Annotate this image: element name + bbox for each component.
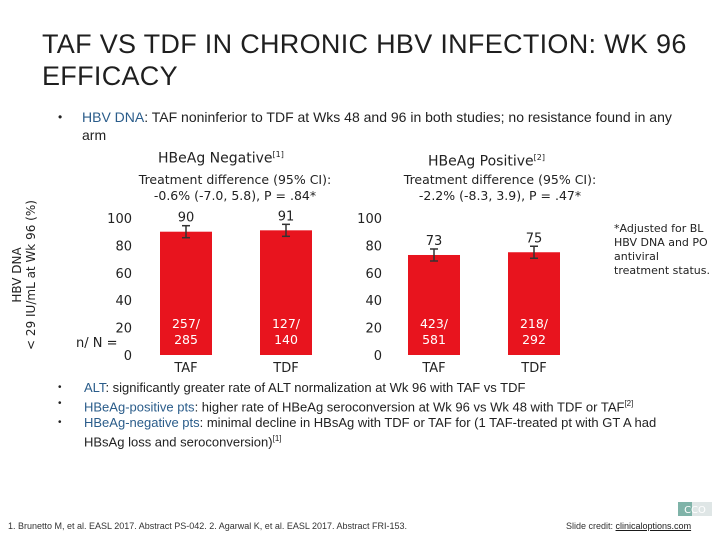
bullet-alt: • ALT: significantly greater rate of ALT… — [58, 380, 698, 396]
bullet-negative-label: HBeAg-negative pts — [84, 415, 200, 431]
y-tick-label: 100 — [107, 212, 132, 227]
references: 1. Brunetto M, et al. EASL 2017. Abstrac… — [8, 521, 408, 531]
category-label: TAF — [173, 361, 197, 376]
n-label: 292 — [522, 332, 546, 347]
y-tick-label: 60 — [365, 267, 382, 282]
data-label: 73 — [426, 234, 443, 249]
treatment-diff-positive-line2: -2.2% (-8.3, 3.9), P = .47* — [418, 188, 582, 203]
cco-logo-text: CCO — [684, 505, 706, 516]
treatment-diff-negative-line1: Treatment difference (95% CI): — [138, 172, 332, 187]
data-label: 90 — [178, 211, 195, 226]
y-tick-label: 60 — [115, 267, 132, 282]
y-tick-label: 20 — [365, 322, 382, 337]
bullet-marker: • — [58, 110, 63, 124]
slide-title: TAF VS TDF IN CHRONIC HBV INFECTION: WK … — [42, 29, 687, 91]
heading-positive-ref: [2] — [533, 153, 545, 162]
bullet-marker: • — [58, 417, 62, 429]
credit-prefix: Slide credit: — [566, 521, 616, 531]
credit-link[interactable]: clinicaloptions.com — [615, 521, 692, 531]
bullet-alt-label: ALT — [84, 380, 106, 395]
category-label: TAF — [421, 361, 445, 376]
y-tick-label: 0 — [374, 349, 382, 364]
slide-credit: Slide credit: clinicaloptions.com — [566, 521, 691, 531]
y-tick-label: 20 — [115, 322, 132, 337]
panel-heading-negative: HBeAg Negative[1] — [158, 150, 284, 167]
hbv-dna-label: HBV DNA — [82, 109, 145, 125]
n-label: 127/ — [272, 316, 301, 331]
hbv-dna-bullet: HBV DNA: TAF noninferior to TDF at Wks 4… — [82, 108, 692, 144]
cco-logo-graphic: CCO — [678, 502, 712, 516]
adjustment-footnote: *Adjusted for BL HBV DNA and PO antivira… — [614, 222, 710, 277]
heading-positive-text: HBeAg Positive — [428, 153, 534, 170]
bullet-marker: • — [58, 398, 62, 409]
category-label: TDF — [272, 361, 298, 376]
bullet-hbeag-negative: • HBeAg-negative pts: minimal decline in… — [58, 415, 698, 450]
bottom-bullet-list: • ALT: significantly greater rate of ALT… — [58, 380, 698, 451]
bullet-positive-ref: [2] — [624, 399, 634, 408]
n-label: 285 — [174, 332, 198, 347]
y-tick-label: 80 — [115, 239, 132, 254]
y-tick-label: 0 — [124, 349, 132, 364]
y-tick-label: 40 — [115, 294, 132, 309]
n-label: 140 — [274, 332, 298, 347]
treatment-diff-positive: Treatment difference (95% CI): -2.2% (-8… — [380, 172, 620, 204]
data-label: 75 — [526, 231, 543, 246]
treatment-diff-negative-line2: -0.6% (-7.0, 5.8), P = .84* — [153, 188, 317, 203]
n-label: 423/ — [420, 316, 449, 331]
bullet-negative-text: : minimal decline in HBsAg with TDF or T… — [84, 415, 657, 450]
hbv-dna-text: : TAF noninferior to TDF at Wks 48 and 9… — [82, 109, 672, 143]
n-label: 581 — [422, 332, 446, 347]
bar-taf — [408, 254, 460, 355]
bar-taf — [160, 231, 212, 355]
y-tick-label: 100 — [357, 212, 382, 227]
bar-tdf — [508, 252, 560, 355]
y-tick-label: 80 — [365, 239, 382, 254]
bullet-positive-text: : higher rate of HBeAg seroconversion at… — [194, 399, 625, 415]
treatment-diff-positive-line1: Treatment difference (95% CI): — [403, 172, 597, 187]
n-label: 218/ — [520, 316, 549, 331]
bullet-negative-ref: [1] — [272, 434, 282, 444]
bullet-alt-text: : significantly greater rate of ALT norm… — [105, 380, 526, 395]
bullet-marker: • — [58, 382, 62, 393]
y-tick-label: 40 — [365, 294, 382, 309]
n-label: 257/ — [172, 316, 201, 331]
bar-tdf — [260, 230, 312, 355]
data-label: 91 — [278, 209, 295, 224]
bullet-positive-label: HBeAg-positive pts — [84, 399, 195, 415]
bullet-hbeag-positive: • HBeAg-positive pts: higher rate of HBe… — [58, 396, 698, 415]
heading-negative-text: HBeAg Negative — [158, 150, 273, 167]
panel-heading-positive: HBeAg Positive[2] — [428, 153, 545, 170]
treatment-diff-negative: Treatment difference (95% CI): -0.6% (-7… — [120, 172, 350, 204]
n-over-n-label: n/ N = — [76, 336, 118, 351]
cco-logo: CCO — [678, 502, 712, 516]
heading-negative-ref: [1] — [272, 150, 284, 159]
category-label: TDF — [520, 361, 546, 376]
